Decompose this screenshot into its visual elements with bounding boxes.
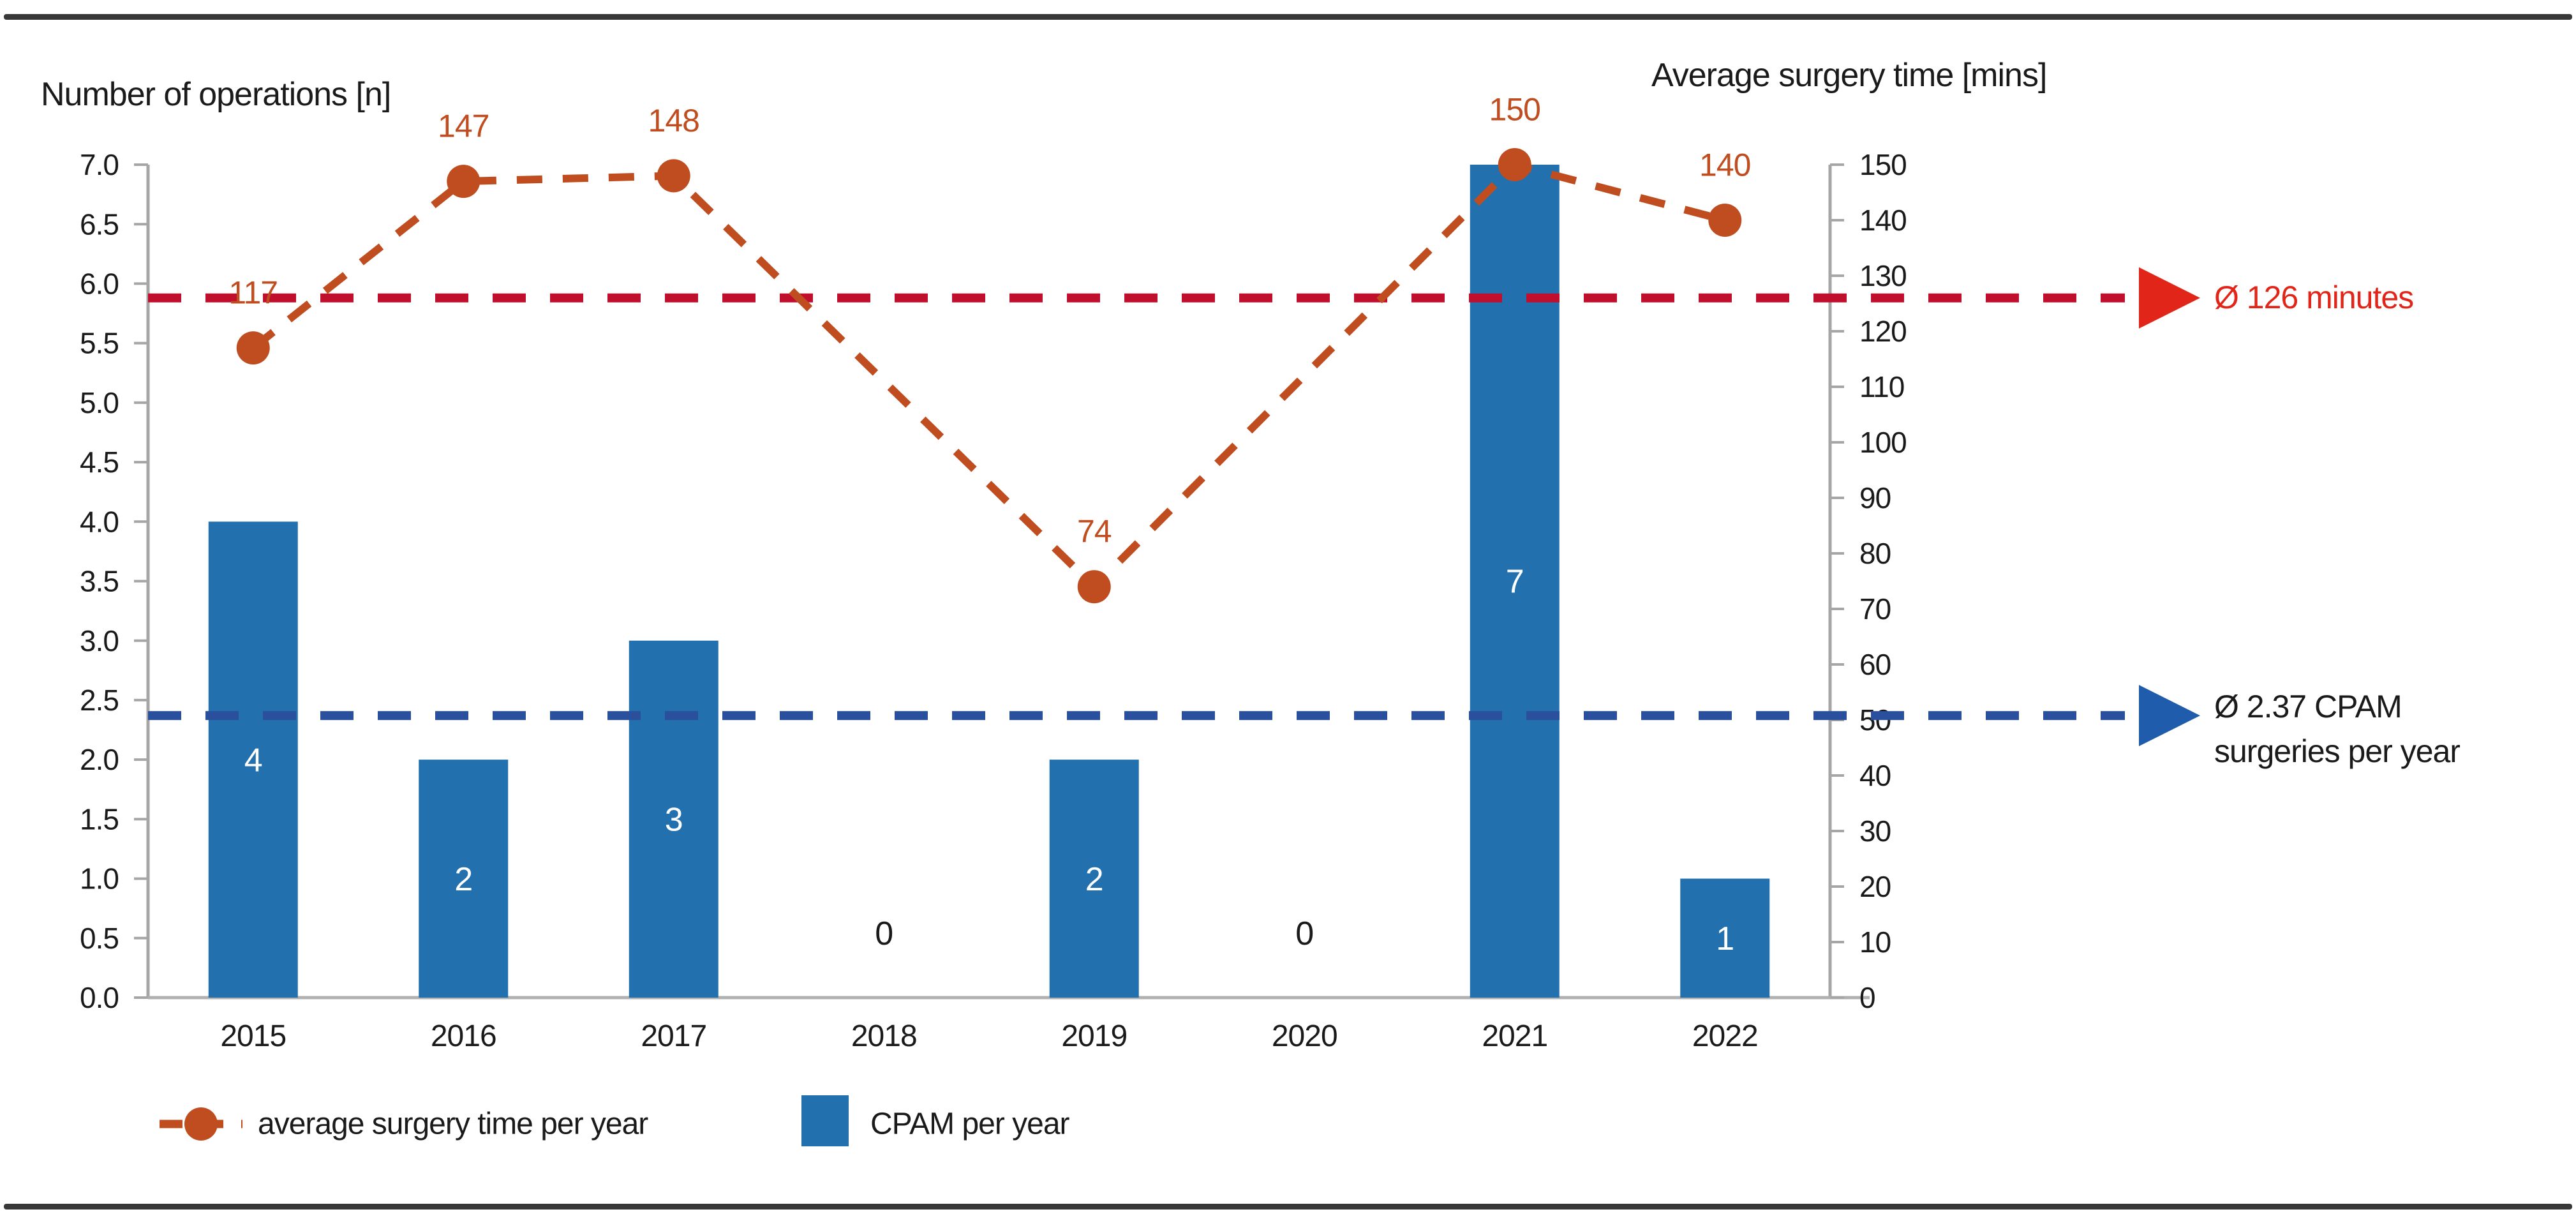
right-axis-tick-label: 110 [1859,370,1904,403]
x-axis-year-label: 2015 [220,1019,286,1053]
left-axis-tick-label: 1.0 [80,862,119,895]
bar-zero-label: 0 [1295,915,1313,952]
left-axis-tick-label: 2.0 [80,743,119,776]
bar-2022 [1680,878,1770,998]
right-axis-tick-label: 0 [1859,981,1875,1014]
left-axis-tick-label: 4.0 [80,505,119,538]
right-axis-tick-label: 70 [1859,592,1891,625]
arrowhead-icon [2139,685,2200,747]
point-2019 [1077,570,1111,604]
avg-cpam-label-line1: Ø 2.37 CPAM [2214,689,2402,724]
right-axis-tick-label: 40 [1859,759,1891,792]
bottom-divider-rule [4,1204,2572,1210]
right-axis-tick-label: 90 [1859,481,1891,514]
axes: 0.0 0.5 1.0 1.5 2.0 2.5 3.0 3.5 4.0 4.5 5.0 5.5 6.0 6… [80,148,1907,1014]
right-axis-tick-label: 140 [1859,204,1907,237]
legend-dot-icon [184,1107,218,1141]
point-value-label: 148 [648,103,699,139]
point-2021 [1498,148,1531,181]
x-axis-year-label: 2016 [431,1019,496,1053]
right-axis-tick-label: 120 [1859,315,1907,348]
right-axis-tick-label: 10 [1859,925,1891,959]
left-axis-tick-label: 2.5 [80,684,119,717]
left-axis-title: Number of operations [n] [41,76,391,113]
x-axis-year-label: 2021 [1482,1019,1547,1053]
x-axis-year-label: 2019 [1061,1019,1127,1053]
left-axis-tick-label: 5.0 [80,386,119,419]
right-axis-tick-label: 100 [1859,426,1907,459]
left-axis-tick-label: 3.0 [80,624,119,657]
left-axis-tick-label: 3.5 [80,565,119,598]
bar-value-label: 2 [454,861,472,898]
bar-value-label: 7 [1506,564,1524,601]
arrowhead-icon [2139,267,2200,329]
avg-minutes-label: Ø 126 minutes [2214,280,2414,315]
left-axis-tick-label: 6.0 [80,267,119,301]
x-axis-labels: 2015 2016 2017 2018 2019 2020 2021 2022 [220,1019,1758,1053]
bar-value-label: 2 [1085,861,1103,898]
point-value-label: 147 [438,109,489,144]
x-axis-year-label: 2017 [641,1019,706,1053]
point-2017 [657,159,690,193]
left-axis-tick-label: 0.5 [80,922,119,955]
left-axis-tick-label: 1.5 [80,802,119,835]
right-axis-tick-label: 60 [1859,648,1891,681]
bar-value-label: 1 [1716,920,1734,957]
x-axis-year-label: 2022 [1692,1019,1758,1053]
bar-value-label: 4 [244,742,262,779]
top-divider-rule [4,14,2572,20]
left-axis-tick-label: 4.5 [80,446,119,479]
point-value-label: 74 [1077,514,1112,550]
bar-2019 [1049,760,1139,998]
right-axis-tick-label: 150 [1859,148,1907,181]
avg-cpam-label-line2: surgeries per year [2214,733,2461,769]
right-axis-title: Average surgery time [mins] [1651,57,2047,94]
left-axis-tick-label: 0.0 [80,981,119,1014]
legend-label-cpam: CPAM per year [870,1107,1070,1141]
point-2015 [236,331,270,365]
line-series: 117 147 148 74 150 140 [228,92,1751,604]
left-axis-tick-label: 7.0 [80,148,119,181]
right-axis-tick-label: 80 [1859,537,1891,570]
bar-2016 [419,760,509,998]
bar-2021 [1470,165,1560,998]
bar-series: 4 2 3 0 2 0 7 1 [208,165,1770,998]
point-value-label: 150 [1489,92,1540,128]
bar-zero-label: 0 [875,915,893,952]
legend [160,1095,849,1146]
legend-bar-swatch-icon [801,1095,849,1146]
bar-2015 [208,521,298,998]
point-value-label: 117 [228,275,278,311]
x-axis-year-label: 2020 [1272,1019,1337,1053]
right-axis-tick-label: 30 [1859,814,1891,848]
average-lines [148,267,2200,747]
right-axis-tick-label: 20 [1859,870,1891,903]
bar-value-label: 3 [665,802,683,839]
x-axis-year-label: 2018 [851,1019,917,1053]
point-value-label: 140 [1699,147,1750,183]
legend-label-surgery-time: average surgery time per year [258,1107,648,1141]
right-axis-tick-label: 130 [1859,259,1907,292]
bar-2017 [629,640,718,998]
point-2016 [447,165,480,199]
point-2022 [1708,204,1742,237]
left-axis-tick-label: 5.5 [80,327,119,360]
left-axis-tick-label: 6.5 [80,207,119,241]
